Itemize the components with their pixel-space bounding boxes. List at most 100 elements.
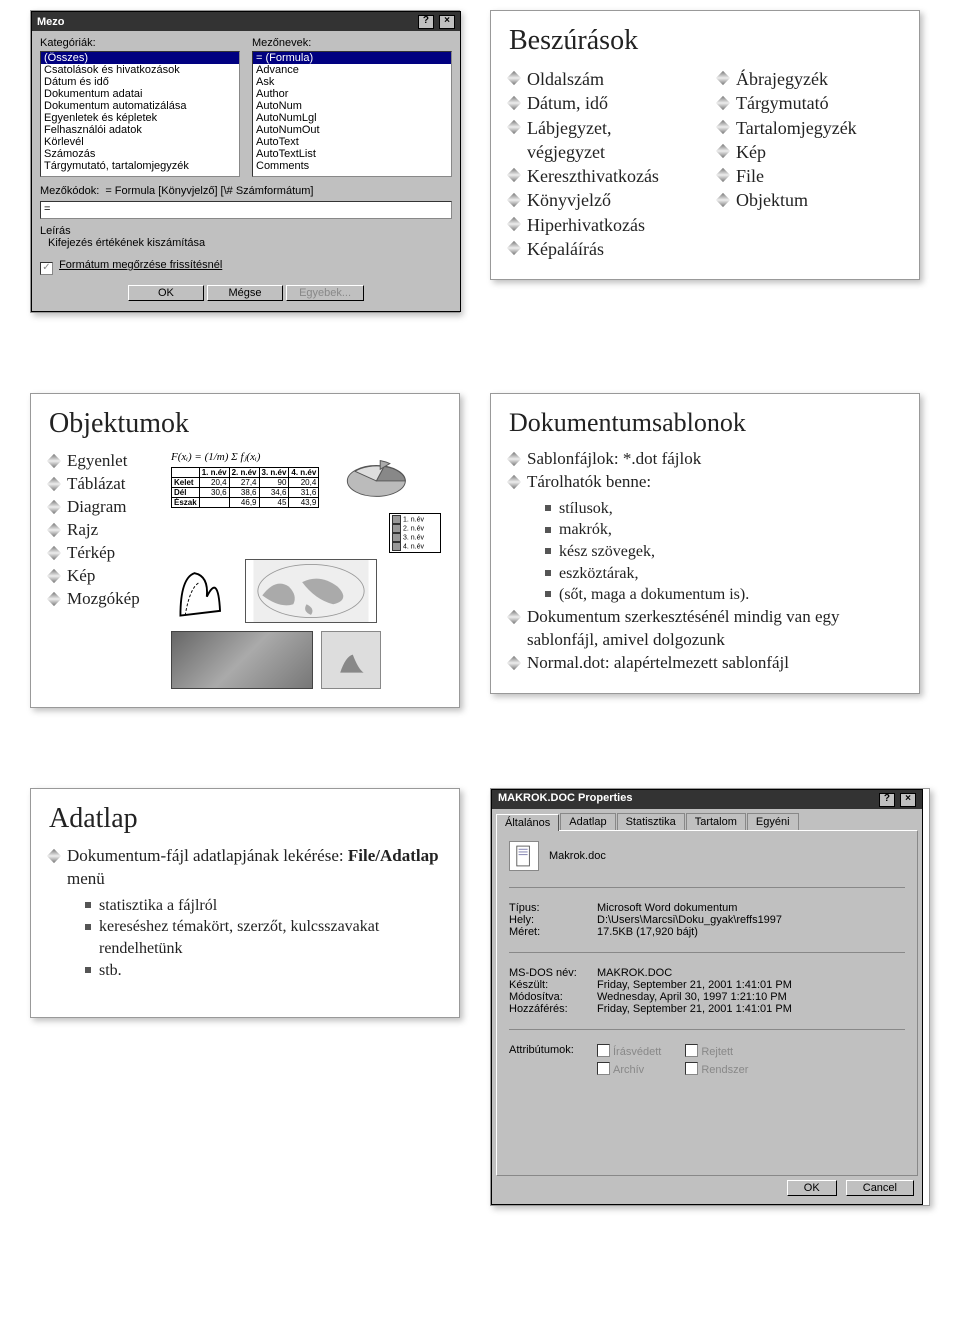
description-label: Leírás [40,225,452,237]
list-item[interactable]: AutoNumOut [253,124,451,136]
slide-dokumentumsablonok: Dokumentumsablonok Sablonfájlok: *.dot f… [490,393,920,694]
list-item: kész szövegek, [545,541,901,563]
list-item: Hiperhivatkozás [509,213,692,237]
list-item: File [718,164,901,188]
list-item[interactable]: Dátum és idő [41,76,239,88]
tab-adatlap[interactable]: Adatlap [560,813,615,830]
object-types-list: EgyenletTáblázatDiagramRajzTérképKépMozg… [49,450,159,689]
properties-kv-group-2: MS-DOS név:MAKROK.DOCKészült:Friday, Sep… [509,967,905,1015]
dialog-titlebar: MAKROK.DOC Properties ? × [492,790,922,809]
help-icon[interactable]: ? [418,15,434,29]
list-item: Objektum [718,188,901,212]
list-item: Dokumentum szerkesztésénél mindig van eg… [509,606,901,652]
dialog-title: Mezo [37,16,65,28]
templates-list: Sablonfájlok: *.dot fájlok Tárolhatók be… [509,448,901,675]
list-item[interactable]: Csatolások és hivatkozások [41,64,239,76]
property-row: Készült:Friday, September 21, 2001 1:41:… [509,979,905,991]
row-1: Mezo ? × Kategóriák: (Összes)Csatolások … [30,10,930,313]
list-item: Dokumentum-fájl adatlapjának lekérése: F… [49,845,441,981]
property-row: Módosítva:Wednesday, April 30, 1997 1:21… [509,991,905,1003]
text: Dokumentum-fájl adatlapjának lekérése: [67,846,348,865]
list-item[interactable]: (Összes) [41,52,239,64]
list-item: stílusok, [545,498,901,520]
tab-általános[interactable]: Általános [496,814,559,831]
templates-sublist: stílusok,makrók,kész szövegek,eszköztára… [545,498,901,606]
list-item: Oldalszám [509,67,692,91]
list-item[interactable]: AutoTextList [253,148,451,160]
list-item[interactable]: Dokumentum automatizálása [41,100,239,112]
list-item[interactable]: Ask [253,76,451,88]
list-item[interactable]: Egyenletek és képletek [41,112,239,124]
object-examples: F(xᵢ) = (1/m) Σ fⱼ(xᵢ) 1. n.év2. n.év3. … [171,450,441,689]
property-row: Típus:Microsoft Word dokumentum [509,902,905,914]
dialog-window-buttons: ? × [416,14,455,29]
list-item: Könyvjelző [509,188,692,212]
list-item[interactable]: Felhasználói adatok [41,124,239,136]
property-row: Hozzáférés:Friday, September 21, 2001 1:… [509,1003,905,1015]
formula-input[interactable]: = [40,201,452,219]
list-item[interactable]: Author [253,88,451,100]
list-item[interactable]: Advance [253,64,451,76]
property-row: Hely:D:\Users\Marcsi\Doku_gyak\reffs1997 [509,914,905,926]
list-item[interactable]: AutoText [253,136,451,148]
list-item[interactable]: Comments [253,160,451,172]
categories-listbox[interactable]: (Összes)Csatolások és hivatkozásokDátum … [40,51,240,177]
slide-title: Beszúrások [509,25,901,57]
list-item: stb. [85,960,441,982]
list-item[interactable]: AutoNumLgl [253,112,451,124]
list-item: Kép [718,140,901,164]
tab-statisztika[interactable]: Statisztika [617,813,685,830]
property-row: MS-DOS név:MAKROK.DOC [509,967,905,979]
options-button[interactable]: Egyebek... [286,285,364,301]
close-icon[interactable]: × [900,793,916,807]
slide-title: Dokumentumsablonok [509,408,901,438]
attributes-grid: ÍrásvédettRejtettArchívRendszer [597,1044,748,1076]
keep-format-label: Formátum megőrzése frissítésnél [59,259,222,271]
menu-path: File/Adatlap [348,846,439,865]
adatlap-list: Dokumentum-fájl adatlapjának lekérése: F… [49,845,441,981]
list-item[interactable]: Dokumentum adatai [41,88,239,100]
list-item[interactable]: Körlevél [41,136,239,148]
list-item: Ábrajegyzék [718,67,901,91]
help-icon[interactable]: ? [879,793,895,807]
slide-title: Objektumok [49,408,441,440]
properties-tabs: ÁltalánosAdatlapStatisztikaTartalomEgyén… [496,813,918,830]
fieldnames-listbox[interactable]: = (Formula)AdvanceAskAuthorAutoNumAutoNu… [252,51,452,177]
pie-chart-icon [331,450,441,508]
close-icon[interactable]: × [439,15,455,29]
movie-thumbnail [321,631,381,689]
list-item: Rajz [49,519,159,542]
list-item: Diagram [49,496,159,519]
description-text: Kifejezés értékének kiszámítása [48,237,452,249]
insert-list-a: OldalszámDátum, időLábjegyzet, végjegyze… [509,67,692,261]
list-item: Táblázat [49,473,159,496]
list-item: statisztika a fájlról [85,895,441,917]
list-item: Kép [49,565,159,588]
attributes-label: Attribútumok: [509,1044,597,1076]
map-icon [245,559,377,623]
mezo-dialog: Mezo ? × Kategóriák: (Összes)Csatolások … [31,11,461,312]
cancel-button[interactable]: Cancel [846,1180,914,1196]
list-item: Egyenlet [49,450,159,473]
property-row: Méret:17.5KB (17,920 bájt) [509,926,905,938]
list-item[interactable]: Tárgymutató, tartalomjegyzék [41,160,239,172]
tab-tartalom[interactable]: Tartalom [686,813,746,830]
fieldcodes-value: = Formula [Könyvjelző] [\# Számformátum] [105,185,313,197]
keep-format-checkbox[interactable]: ✓ [40,262,53,275]
list-item: Dátum, idő [509,91,692,115]
list-item: Tartalomjegyzék [718,116,901,140]
list-item: Kereszthivatkozás [509,164,692,188]
row-2: Objektumok EgyenletTáblázatDiagramRajzTé… [30,393,930,708]
chart-legend: 1. n.év2. n.év3. n.év4. n.év [389,513,441,553]
cancel-button[interactable]: Mégse [207,285,283,301]
list-item: Térkép [49,542,159,565]
list-item[interactable]: AutoNum [253,100,451,112]
list-item[interactable]: Számozás [41,148,239,160]
slide-beszurasok: Beszúrások OldalszámDátum, időLábjegyzet… [490,10,920,280]
tab-egyéni[interactable]: Egyéni [747,813,799,830]
ok-button[interactable]: OK [128,285,204,301]
list-item: Mozgókép [49,588,159,611]
ok-button[interactable]: OK [787,1180,837,1196]
list-item[interactable]: = (Formula) [253,52,451,64]
list-item: Tárgymutató [718,91,901,115]
